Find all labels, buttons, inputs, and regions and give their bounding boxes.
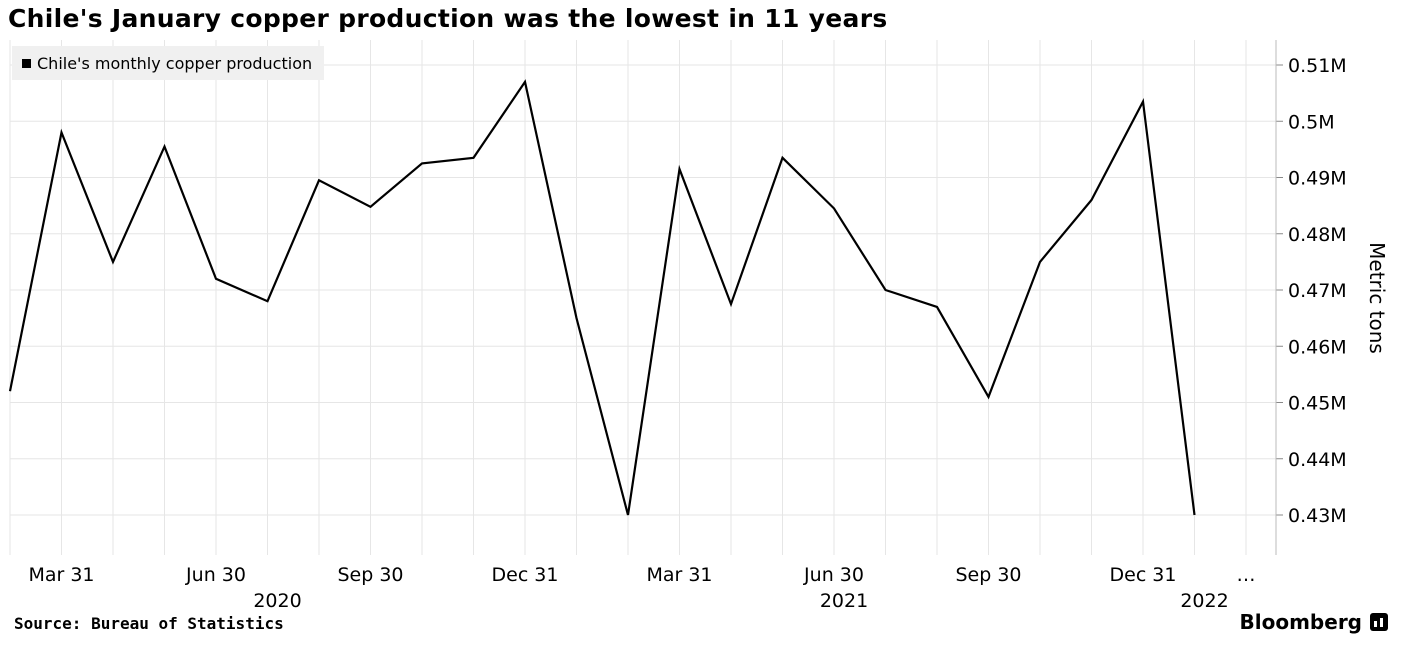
year-labels: 2020 2021 2022 [253,590,1228,612]
brand-name: Bloomberg [1239,610,1362,634]
x-tick-label: Jun 30 [185,564,246,586]
legend-label: Chile's monthly copper production [37,53,313,73]
y-tick-label: 0.47M [1288,280,1347,302]
x-tick-label: Mar 31 [646,564,712,586]
year-label: 2022 [1180,590,1228,612]
year-label: 2021 [820,590,868,612]
y-tick-label: 0.46M [1288,336,1347,358]
y-tick-label: 0.51M [1288,55,1347,77]
x-tick-label: Jun 30 [803,564,864,586]
grid [9,40,1276,555]
y-axis-label: Metric tons [1365,242,1389,354]
x-tick-label: … [1237,564,1256,586]
x-tick-label: Mar 31 [28,564,94,586]
y-tick-label: 0.49M [1288,168,1347,190]
legend: Chile's monthly copper production [12,46,325,80]
brand: Bloomberg [1240,610,1388,634]
series-line-copper-production [8,79,1196,516]
y-tick-label: 0.43M [1288,505,1347,527]
x-axis-ticks: Mar 31 Jun 30 Sep 30 Dec 31 Mar 31 Jun 30 Sep … [28,564,1255,586]
chart-title: Chile's January copper production was th… [8,4,888,33]
year-label: 2020 [253,590,301,612]
legend-swatch [22,58,31,68]
x-tick-label: Dec 31 [492,564,559,586]
x-tick-label: Sep 30 [337,564,403,586]
y-axis-ticks: 0.43M 0.44M 0.45M 0.46M 0.47M 0.48M 0.49M 0.5M 0… [1276,55,1347,527]
bloomberg-terminal-icon [1370,613,1388,631]
y-tick-label: 0.45M [1288,393,1347,415]
y-tick-label: 0.5M [1288,111,1335,133]
x-tick-label: Dec 31 [1110,564,1177,586]
y-tick-label: 0.44M [1288,449,1347,471]
source-note: Source: Bureau of Statistics [14,614,284,633]
y-tick-label: 0.48M [1288,224,1347,246]
x-tick-label: Sep 30 [955,564,1021,586]
